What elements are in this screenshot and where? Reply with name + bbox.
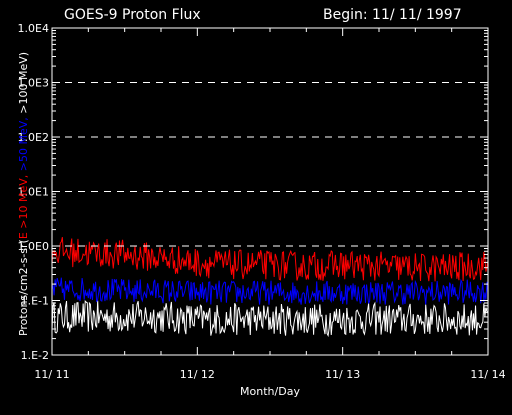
y-tick-label-4: 1.0E2	[18, 131, 49, 144]
x-tick-label-2: 11/ 13	[325, 368, 360, 381]
x-axis-title: Month/Day	[240, 385, 300, 398]
y-axis-title-50mev: >50 MeV,	[17, 117, 30, 175]
y-axis-title-prefix: Protons/cm2-s-sr(	[17, 239, 30, 336]
y-tick-label-1: 1.E-1	[21, 295, 49, 308]
series-line-2	[51, 299, 489, 338]
chart-title: GOES-9 Proton Flux	[64, 7, 201, 23]
x-tick-label-1: 11/ 12	[180, 368, 215, 381]
y-tick-label-3: 1.0E1	[18, 186, 49, 199]
begin-date-label: Begin: 11/ 11/ 1997	[323, 7, 462, 23]
y-axis-title-100mev: >100 MeV)	[17, 52, 30, 117]
x-tick-label-0: 11/ 11	[34, 368, 69, 381]
y-axis-title: Protons/cm2-s-sr(E >10 MeV, >50 MeV, >10…	[17, 52, 30, 336]
y-tick-label-2: 1.0E0	[18, 240, 49, 253]
series-line-1	[51, 277, 489, 305]
series-line-0	[51, 237, 489, 282]
y-tick-label-6: 1.0E4	[18, 22, 49, 35]
y-tick-label-5: 1.0E3	[18, 77, 49, 90]
plot-area: 1.E-2 1.E-1 1.0E0 1.0E1 1.0E2 1.0E3 1.0E4 11/ 1…	[18, 22, 506, 381]
y-axis-title-10mev: E >10 MeV,	[17, 175, 30, 239]
y-tick-label-0: 1.E-2	[21, 349, 49, 362]
x-tick-label-3: 11/ 14	[470, 368, 505, 381]
